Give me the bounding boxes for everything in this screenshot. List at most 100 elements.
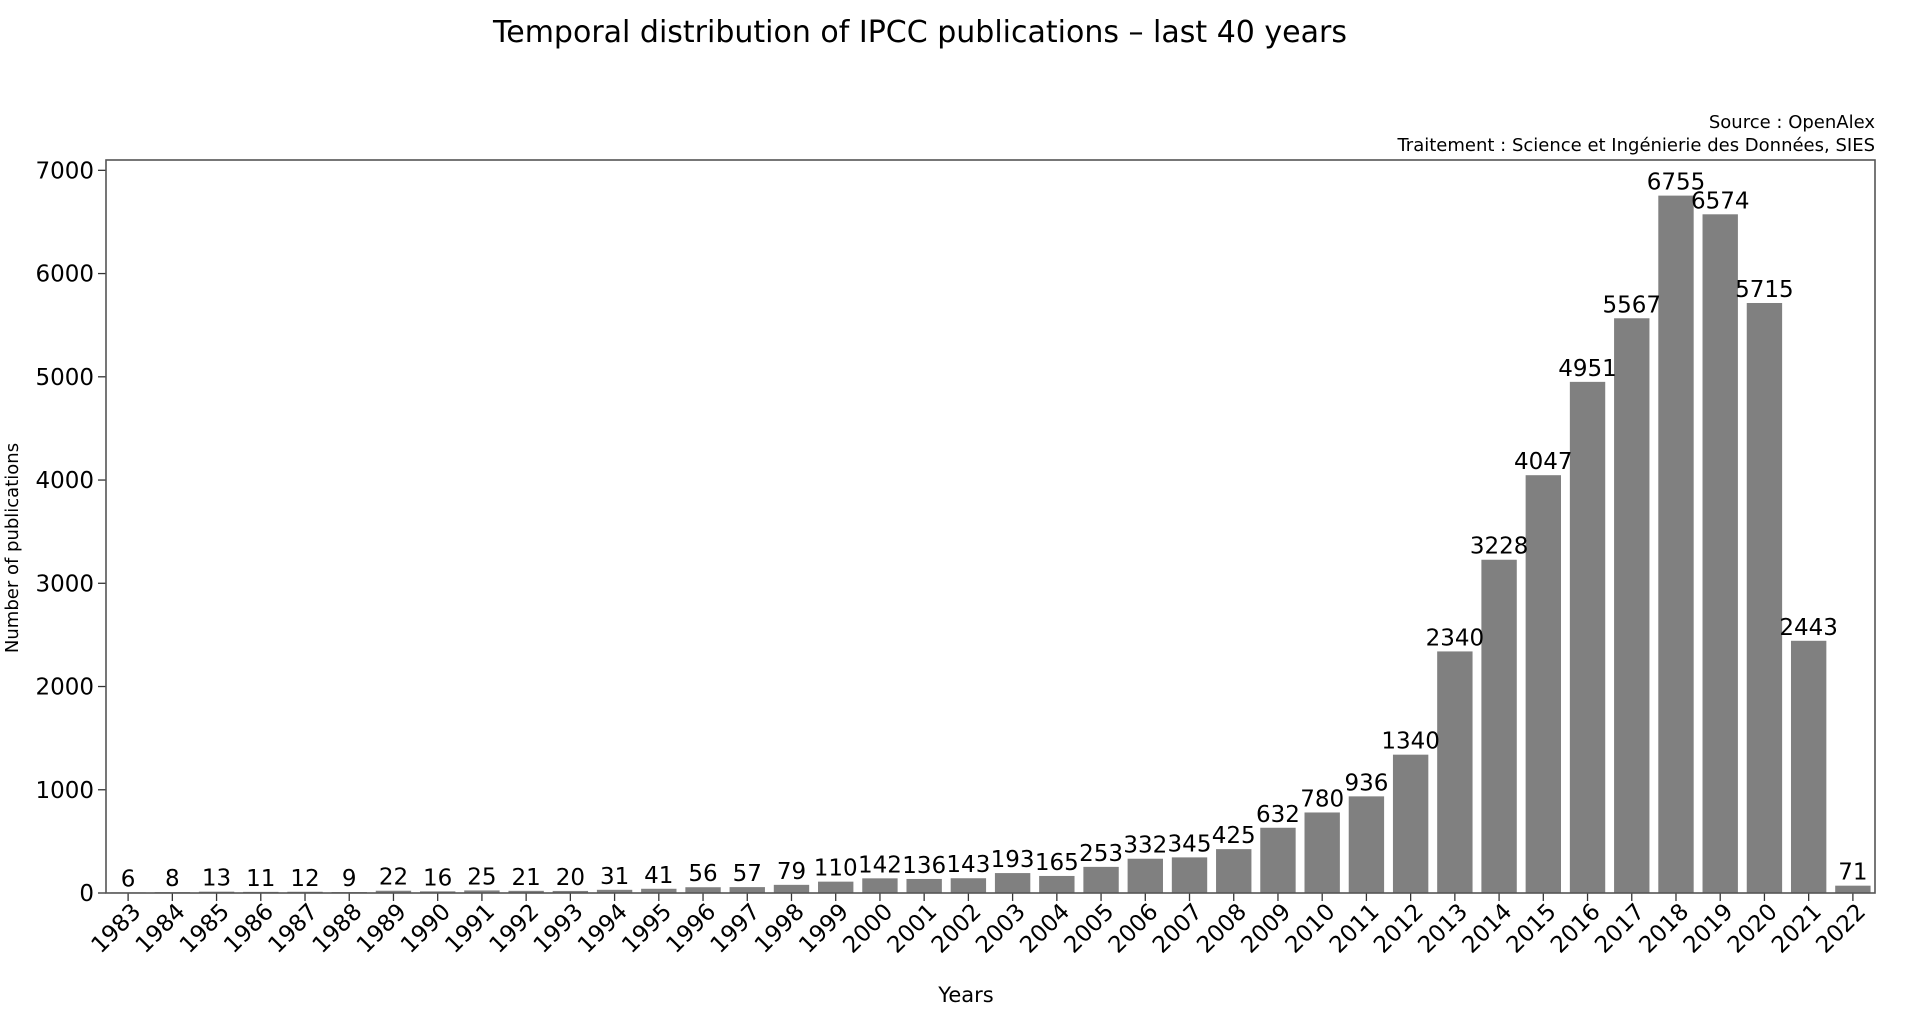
plot-frame bbox=[106, 160, 1875, 893]
x-tick-label: 1997 bbox=[706, 899, 766, 959]
x-tick-label: 1993 bbox=[529, 899, 589, 959]
x-tick-label: 2009 bbox=[1236, 899, 1296, 959]
bar-value-label: 56 bbox=[688, 861, 717, 887]
bar bbox=[1128, 859, 1163, 893]
bar bbox=[1393, 755, 1428, 893]
x-tick-label: 2004 bbox=[1015, 899, 1075, 959]
bar bbox=[1437, 651, 1472, 893]
bar-value-label: 936 bbox=[1344, 770, 1388, 796]
bar-value-label: 71 bbox=[1838, 860, 1867, 886]
x-tick-label: 1989 bbox=[352, 899, 412, 959]
bar-value-label: 4047 bbox=[1514, 449, 1573, 475]
x-tick-label: 2010 bbox=[1281, 899, 1341, 959]
bar bbox=[1349, 796, 1384, 893]
x-tick-label: 2007 bbox=[1148, 899, 1208, 959]
x-tick-label: 2012 bbox=[1369, 899, 1429, 959]
bar bbox=[1658, 196, 1693, 893]
y-tick-label: 5000 bbox=[35, 365, 94, 391]
x-tick-label: 1983 bbox=[87, 899, 147, 959]
y-axis-ticks: 0 1000 2000 3000 4000 5000 6000 7000 bbox=[35, 158, 106, 907]
x-tick-label: 1986 bbox=[219, 899, 279, 959]
bar-value-label: 16 bbox=[423, 865, 452, 891]
bar-value-label: 8 bbox=[165, 866, 180, 892]
y-tick-label: 7000 bbox=[35, 158, 94, 184]
bar-value-label: 110 bbox=[814, 856, 858, 882]
x-tick-label: 1985 bbox=[175, 899, 235, 959]
bar-value-label: 21 bbox=[511, 865, 540, 891]
x-tick-label: 2011 bbox=[1325, 899, 1385, 959]
x-tick-label: 2015 bbox=[1502, 899, 1562, 959]
bar bbox=[1791, 641, 1826, 893]
bar bbox=[1304, 812, 1339, 893]
x-tick-label: 1999 bbox=[794, 899, 854, 959]
bar-value-label: 5567 bbox=[1602, 292, 1661, 318]
bar bbox=[995, 873, 1030, 893]
bar bbox=[862, 878, 897, 893]
bar bbox=[1083, 867, 1118, 893]
x-tick-label: 2021 bbox=[1767, 899, 1827, 959]
x-tick-label: 1984 bbox=[131, 899, 191, 959]
bar bbox=[685, 887, 720, 893]
y-tick-label: 4000 bbox=[35, 468, 94, 494]
bar bbox=[1570, 382, 1605, 893]
bar-value-label: 12 bbox=[290, 866, 319, 892]
x-tick-label: 1996 bbox=[661, 899, 721, 959]
bar bbox=[818, 882, 853, 893]
bar bbox=[774, 885, 809, 893]
bar-value-label: 425 bbox=[1212, 823, 1256, 849]
bar-value-label: 31 bbox=[600, 864, 629, 890]
bar-value-label: 6 bbox=[121, 866, 136, 892]
y-tick-label: 1000 bbox=[35, 778, 94, 804]
bar bbox=[1481, 560, 1516, 893]
x-tick-label: 1995 bbox=[617, 899, 677, 959]
bar bbox=[1039, 876, 1074, 893]
bar bbox=[1216, 849, 1251, 893]
x-axis-ticks: 1983198419851986198719881989199019911992… bbox=[87, 893, 1872, 959]
y-tick-label: 3000 bbox=[35, 571, 94, 597]
x-tick-label: 1991 bbox=[440, 899, 500, 959]
bar-value-label: 22 bbox=[379, 865, 408, 891]
bar-value-label: 1340 bbox=[1381, 729, 1440, 755]
x-tick-label: 2019 bbox=[1679, 899, 1739, 959]
bar bbox=[1703, 214, 1738, 893]
bar-value-label: 780 bbox=[1300, 786, 1344, 812]
x-tick-label: 1998 bbox=[750, 899, 810, 959]
x-tick-label: 1992 bbox=[485, 899, 545, 959]
x-tick-label: 2002 bbox=[927, 899, 987, 959]
x-tick-label: 2020 bbox=[1723, 899, 1783, 959]
bar bbox=[951, 878, 986, 893]
x-tick-label: 2013 bbox=[1413, 899, 1473, 959]
bar-value-label: 143 bbox=[946, 852, 990, 878]
bar-value-label: 2443 bbox=[1779, 615, 1838, 641]
bar-value-label: 5715 bbox=[1735, 277, 1794, 303]
bar bbox=[1747, 303, 1782, 893]
x-tick-label: 2006 bbox=[1104, 899, 1164, 959]
bar-value-label: 9 bbox=[342, 866, 357, 892]
bar-value-label: 136 bbox=[902, 853, 946, 879]
x-tick-label: 1990 bbox=[396, 899, 456, 959]
bar-value-label: 345 bbox=[1168, 831, 1212, 857]
bar-value-label: 13 bbox=[202, 866, 231, 892]
y-axis-label: Number of publications bbox=[2, 443, 23, 653]
bar-value-label: 142 bbox=[858, 852, 902, 878]
bar bbox=[1172, 857, 1207, 893]
bar bbox=[1614, 318, 1649, 893]
y-tick-label: 2000 bbox=[35, 675, 94, 701]
bar-value-label: 253 bbox=[1079, 841, 1123, 867]
y-tick-label: 6000 bbox=[35, 262, 94, 288]
bar-value-label: 165 bbox=[1035, 850, 1079, 876]
bar-value-label: 332 bbox=[1123, 833, 1167, 859]
bar-value-label: 41 bbox=[644, 863, 673, 889]
y-tick-label: 0 bbox=[79, 881, 94, 907]
bar bbox=[906, 879, 941, 893]
x-axis-label: Years bbox=[937, 983, 993, 1007]
bar-value-label: 6574 bbox=[1691, 188, 1750, 214]
bar-value-label: 11 bbox=[246, 866, 275, 892]
x-tick-label: 2022 bbox=[1811, 899, 1871, 959]
bar-value-label: 2340 bbox=[1426, 625, 1485, 651]
x-tick-label: 2008 bbox=[1192, 899, 1252, 959]
bar-value-label: 57 bbox=[733, 861, 762, 887]
source-note: Source : OpenAlex bbox=[1709, 112, 1875, 133]
x-tick-label: 2018 bbox=[1634, 899, 1694, 959]
